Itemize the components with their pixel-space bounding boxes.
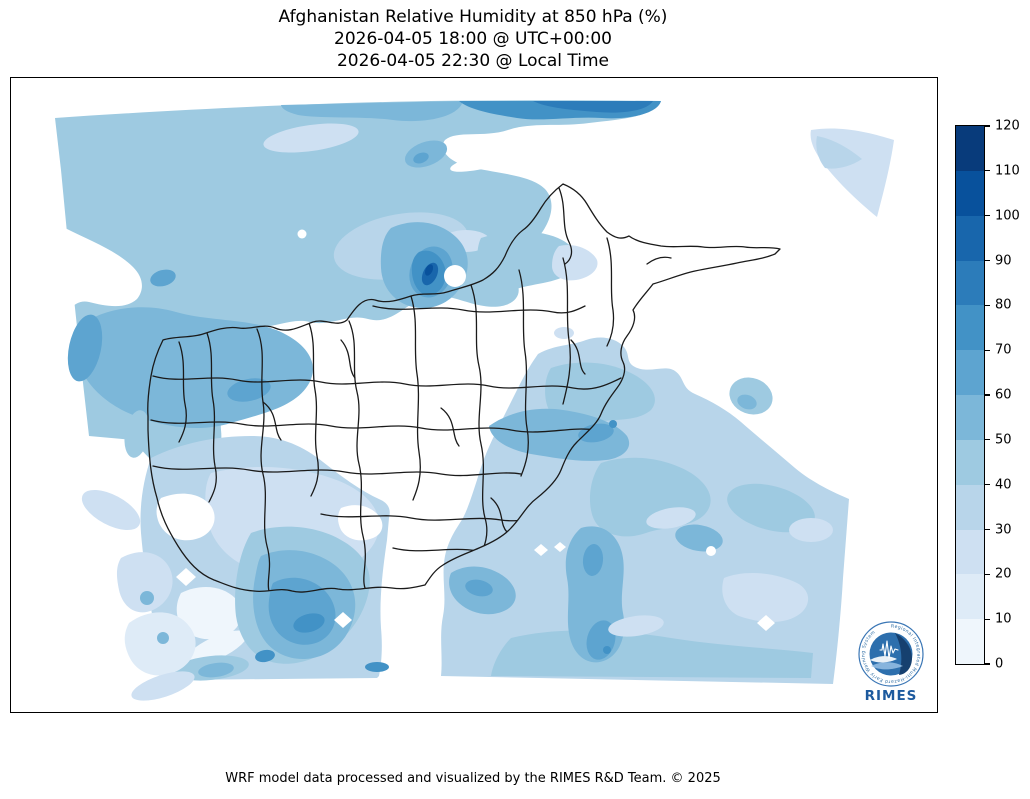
colorbar-tick-label: 90	[995, 253, 1012, 268]
colorbar-tick-mark	[985, 349, 990, 351]
colorbar-segment	[956, 395, 984, 440]
colorbar-segment	[956, 215, 984, 261]
colorbar-tick-mark	[985, 439, 990, 441]
country-border	[147, 183, 781, 593]
colorbar-tick-mark	[985, 304, 990, 306]
colorbar-tick-label: 70	[995, 342, 1012, 358]
figure-title-line-2: 2026-04-05 18:00 @ UTC+00:00	[334, 29, 612, 49]
rimes-logo-wave-1	[870, 656, 897, 663]
rimes-logo-label: RIMES	[865, 688, 918, 704]
colorbar-segment	[956, 439, 984, 485]
rimes-logo-wave-2	[871, 662, 903, 670]
colorbar-segment	[956, 529, 984, 575]
rimes-logo-seismogram	[879, 640, 899, 659]
colorbar-segment	[956, 260, 984, 306]
colorbar-ticks: 0 10 20 30 40 50 60 70 80 90 100 110 120	[985, 119, 1030, 672]
colorbar-segment	[956, 619, 984, 664]
colorbar-segment	[956, 126, 984, 171]
footer-credit: WRF model data processed and visualized …	[225, 771, 721, 786]
colorbar-tick-mark	[985, 259, 990, 262]
colorbar-bar	[955, 125, 985, 665]
humidity-field	[55, 100, 894, 701]
colorbar-tick-mark	[985, 215, 990, 217]
rimes-logo: Regional Integrated Multi-Hazard Early W…	[858, 621, 924, 704]
colorbar-tick-label: 0	[995, 656, 1004, 672]
colorbar-tick-label: 30	[995, 522, 1012, 537]
figure-title: Afghanistan Relative Humidity at 850 hPa…	[10, 6, 936, 72]
district-boundaries	[150, 187, 672, 592]
colorbar-segment	[956, 350, 984, 396]
rimes-logo-landmass	[895, 633, 912, 675]
colorbar-tick-label: 60	[995, 387, 1012, 403]
colorbar-tick-label: 80	[995, 297, 1012, 313]
colorbar-tick-mark	[985, 528, 990, 531]
colorbar-tick-label: 40	[995, 477, 1012, 493]
colorbar-segment	[956, 574, 984, 620]
colorbar-tick-mark	[985, 125, 990, 127]
figure-title-line-3: 2026-04-05 22:30 @ Local Time	[336, 51, 610, 71]
colorbar-segment	[956, 484, 984, 530]
colorbar: 0 10 20 30 40 50 60 70 80 90 100 110 120	[955, 119, 1020, 672]
colorbar-tick-mark	[985, 618, 990, 620]
colorbar-tick-label: 50	[995, 432, 1012, 448]
colorbar-tick-mark	[985, 663, 990, 665]
map-frame: Regional Integrated Multi-Hazard Early W…	[10, 77, 938, 713]
figure-title-line-1: Afghanistan Relative Humidity at 850 hPa…	[278, 7, 668, 27]
colorbar-tick-label: 10	[995, 611, 1012, 627]
colorbar-tick-label: 120	[995, 118, 1020, 134]
colorbar-segment	[956, 170, 984, 216]
colorbar-tick-label: 20	[995, 566, 1012, 582]
colorbar-tick-mark	[985, 484, 990, 486]
humidity-map-svg: Regional Integrated Multi-Hazard Early W…	[55, 100, 924, 704]
colorbar-tick-mark	[985, 573, 990, 575]
colorbar-segment	[956, 305, 984, 351]
colorbar-tick-label: 110	[995, 163, 1020, 179]
colorbar-tick-label: 100	[995, 208, 1020, 224]
admin-boundaries	[147, 183, 781, 593]
colorbar-tick-mark	[985, 394, 990, 396]
colorbar-tick-mark	[985, 170, 990, 172]
